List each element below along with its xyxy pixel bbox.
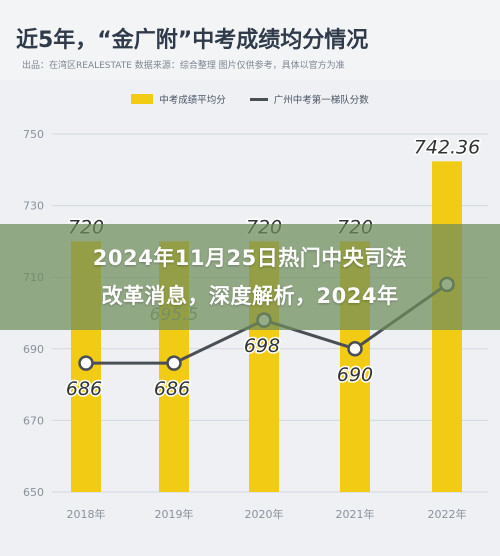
headline-banner: 2024年11月25日热门中央司法 改革消息，深度解析，2024年 [0,224,500,330]
legend-swatch-line [249,97,268,101]
legend-label-bar: 中考成绩平均分 [159,95,226,106]
x-tick-label: 2020年 [245,507,284,521]
header: 近5年，“金广附”中考成绩均分情况 出品：在湾区REALESTATE 数据来源：… [0,0,500,80]
y-tick-label: 670 [23,414,44,427]
bar-value-label: 742.36 [414,136,480,158]
x-tick-label: 2022年 [428,507,467,521]
legend-item-line: 广州中考第一梯队分数 [249,92,369,106]
line-point-2 [166,355,182,371]
y-tick-label: 730 [23,200,44,213]
page-title: 近5年，“金广附”中考成绩均分情况 [16,28,369,53]
y-tick-label: 750 [23,128,44,141]
source-note: 出品：在湾区REALESTATE 数据来源：综合整理 图片仅供参考，具体以官方为… [22,61,345,71]
headline-line-1: 2024年11月25日热门中央司法 [92,246,408,270]
x-tick-label: 2018年 [67,507,106,521]
headline-line-2: 改革消息，深度解析，2024年 [101,284,399,308]
y-tick-label: 650 [23,486,44,499]
legend-swatch-bar [131,94,154,104]
x-tick-label: 2021年 [336,507,375,521]
line-value-label: 686 [66,378,102,400]
legend-item-bar: 中考成绩平均分 [131,92,226,106]
line-value-label: 690 [337,364,373,386]
line-point-4 [347,341,363,357]
line-point-1 [78,355,94,371]
legend-label-line: 广州中考第一梯队分数 [273,95,369,106]
line-value-label: 698 [244,335,280,357]
y-tick-label: 690 [23,343,44,356]
x-tick-label: 2019年 [155,507,194,521]
line-value-label: 686 [154,378,190,400]
chart-legend: 中考成绩平均分 广州中考第一梯队分数 [0,92,500,106]
